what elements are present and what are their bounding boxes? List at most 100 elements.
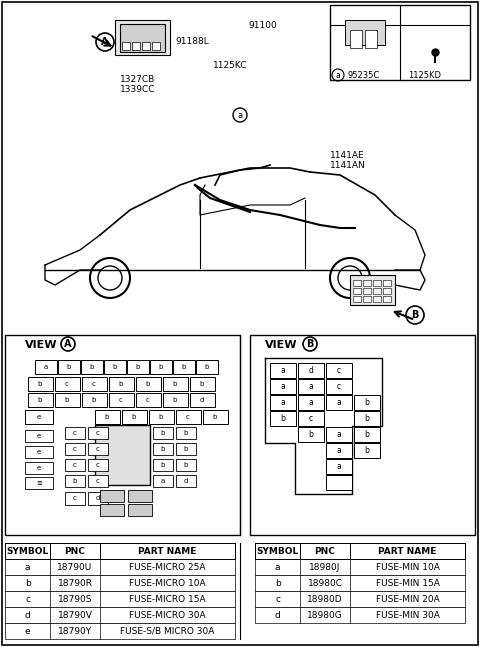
Bar	[163, 377, 188, 391]
Bar	[255, 559, 465, 575]
Text: 18790V: 18790V	[58, 611, 93, 619]
Bar	[55, 377, 80, 391]
Text: c: c	[96, 462, 100, 468]
Text: d: d	[275, 611, 280, 619]
Text: e: e	[37, 433, 41, 439]
Bar	[190, 393, 215, 407]
Bar	[150, 360, 172, 374]
Bar	[373, 296, 381, 302]
Bar	[28, 377, 53, 391]
Bar	[365, 30, 377, 48]
Text: b: b	[159, 414, 163, 420]
Text: b: b	[92, 397, 96, 403]
Bar	[109, 377, 134, 391]
Bar	[330, 5, 470, 80]
Bar	[326, 475, 352, 490]
Bar	[104, 360, 126, 374]
Text: FUSE-S/B MICRO 30A: FUSE-S/B MICRO 30A	[120, 626, 215, 635]
Bar	[176, 427, 196, 439]
Bar	[65, 443, 85, 455]
Text: b: b	[275, 578, 280, 587]
Bar	[127, 360, 149, 374]
Bar	[25, 477, 53, 489]
Text: 1125KD: 1125KD	[408, 71, 441, 80]
Text: a: a	[336, 462, 341, 471]
Text: b: b	[365, 446, 370, 455]
Bar	[345, 20, 385, 45]
Bar	[163, 393, 188, 407]
Text: a: a	[281, 366, 286, 375]
Text: a: a	[281, 398, 286, 407]
Text: e: e	[24, 626, 30, 635]
Text: VIEW: VIEW	[25, 340, 58, 350]
Bar	[196, 360, 218, 374]
Text: e: e	[37, 414, 41, 420]
Text: c: c	[96, 430, 100, 436]
Text: c: c	[65, 381, 69, 387]
Text: VIEW: VIEW	[265, 340, 298, 350]
Text: 1339CC: 1339CC	[120, 85, 156, 94]
Bar	[132, 42, 140, 50]
Text: FUSE-MIN 20A: FUSE-MIN 20A	[376, 595, 439, 604]
Text: c: c	[275, 595, 280, 604]
Text: b: b	[65, 397, 69, 403]
Text: c: c	[25, 595, 30, 604]
Bar	[173, 360, 195, 374]
Bar	[25, 430, 53, 442]
Bar	[354, 395, 380, 410]
Text: b: b	[173, 397, 177, 403]
Text: c: c	[96, 446, 100, 452]
Bar	[5, 591, 235, 607]
Text: FUSE-MIN 30A: FUSE-MIN 30A	[375, 611, 439, 619]
Text: ≡: ≡	[36, 480, 42, 486]
Bar	[122, 42, 130, 50]
Bar	[109, 393, 134, 407]
Bar	[255, 575, 465, 591]
Text: B: B	[411, 310, 419, 320]
Text: b: b	[184, 462, 188, 468]
Text: 18980D: 18980D	[307, 595, 343, 604]
Bar	[82, 377, 107, 391]
Text: c: c	[119, 397, 123, 403]
Bar	[176, 475, 196, 487]
Bar	[5, 623, 235, 639]
Text: b: b	[38, 397, 42, 403]
Bar	[353, 296, 361, 302]
Bar	[5, 335, 240, 535]
Text: FUSE-MIN 10A: FUSE-MIN 10A	[375, 562, 439, 571]
Bar	[255, 543, 465, 559]
Bar	[88, 492, 108, 505]
Text: d: d	[24, 611, 30, 619]
Text: b: b	[159, 364, 163, 370]
Text: b: b	[161, 462, 165, 468]
Text: FUSE-MICRO 25A: FUSE-MICRO 25A	[129, 562, 206, 571]
Bar	[153, 475, 173, 487]
Text: b: b	[205, 364, 209, 370]
Text: a: a	[336, 430, 341, 439]
Text: b: b	[309, 430, 313, 439]
Text: PNC: PNC	[314, 547, 336, 556]
Text: 1141AE: 1141AE	[330, 151, 365, 160]
Bar	[136, 377, 161, 391]
Bar	[95, 425, 150, 485]
Bar	[25, 410, 53, 424]
Text: b: b	[182, 364, 186, 370]
Text: a: a	[309, 398, 313, 407]
Bar	[136, 393, 161, 407]
Text: b: b	[184, 430, 188, 436]
Bar	[5, 559, 235, 575]
Bar	[100, 504, 124, 516]
Bar	[5, 575, 235, 591]
Text: b: b	[173, 381, 177, 387]
Bar	[326, 395, 352, 410]
Bar	[298, 379, 324, 394]
Bar	[363, 280, 371, 286]
Text: SYMBOL: SYMBOL	[256, 547, 299, 556]
Text: e: e	[37, 465, 41, 471]
Bar	[326, 443, 352, 458]
Text: FUSE-MIN 15A: FUSE-MIN 15A	[375, 578, 439, 587]
Bar	[25, 446, 53, 458]
Text: c: c	[309, 414, 313, 423]
Bar	[383, 296, 391, 302]
Bar	[176, 410, 201, 424]
